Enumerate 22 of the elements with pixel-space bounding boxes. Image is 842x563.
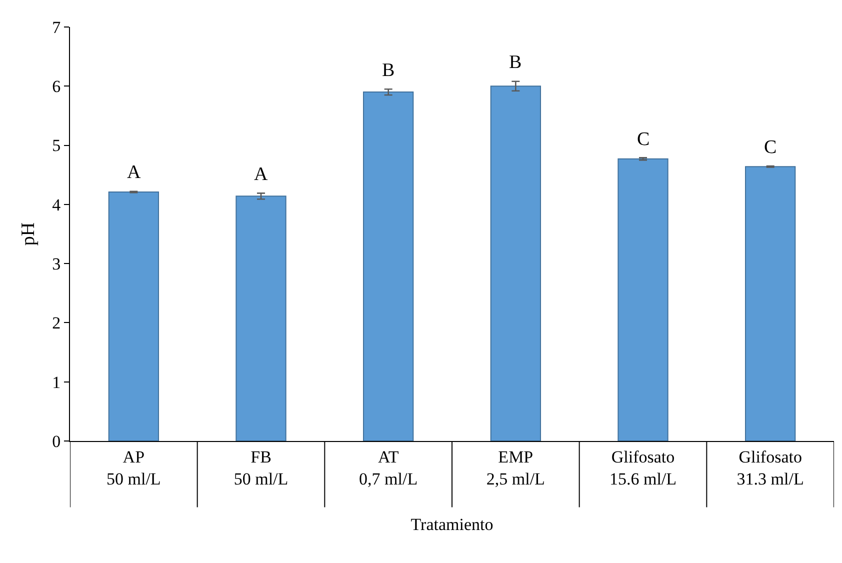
y-tick-label: 4 — [52, 195, 62, 214]
annotation: A — [127, 162, 141, 183]
x-tick-label: Glifosato 15.6 ml/L — [609, 447, 677, 488]
annotation: B — [382, 60, 395, 81]
x-axis-title: Tratamiento — [410, 514, 494, 534]
x-tick-label: AP 50 ml/L — [106, 447, 161, 488]
y-tick-label: 7 — [52, 18, 62, 37]
annotation: C — [637, 129, 650, 150]
x-tick-label: FB 50 ml/L — [234, 447, 288, 488]
x-tick-label: Glifosato 31.3 ml/L — [736, 447, 804, 488]
annotation: A — [254, 164, 268, 185]
annotation: C — [764, 137, 777, 158]
annotation: B — [509, 52, 522, 73]
y-tick-label: 3 — [52, 254, 61, 274]
y-axis-title: pH — [18, 222, 39, 246]
y-tick-label: 1 — [52, 372, 61, 392]
y-tick-label: 5 — [52, 136, 61, 156]
x-tick-label: EMP 2,5 ml/L — [486, 447, 545, 488]
y-tick-label: 0 — [52, 432, 61, 451]
y-tick-label: 6 — [52, 77, 61, 96]
x-tick-label: AT 0,7 ml/L — [359, 447, 418, 488]
y-tick-label: 2 — [52, 314, 61, 333]
